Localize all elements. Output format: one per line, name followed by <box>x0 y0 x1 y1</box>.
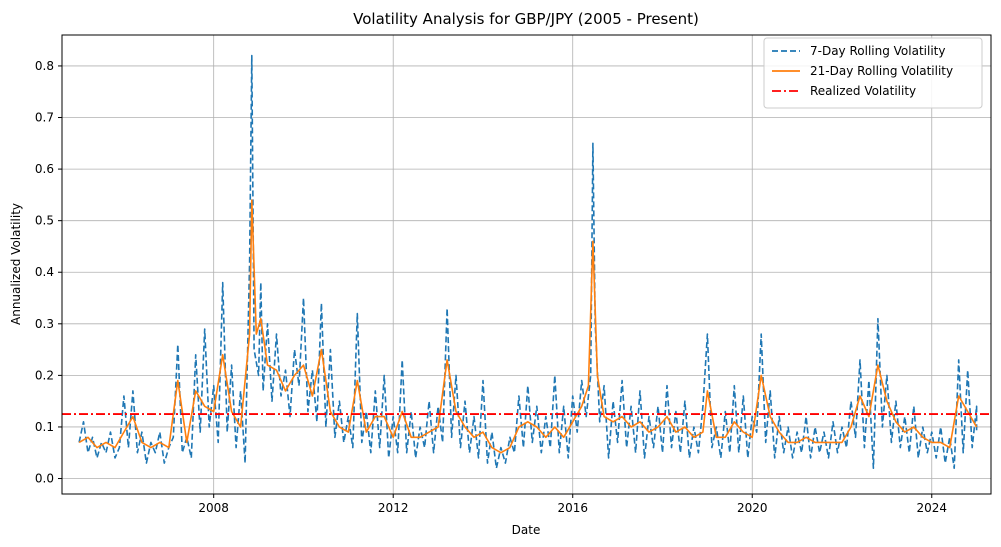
series-layer <box>62 54 991 469</box>
chart-title: Volatility Analysis for GBP/JPY (2005 - … <box>353 10 699 28</box>
y-tick-label: 0.8 <box>35 59 54 73</box>
y-tick-label: 0.4 <box>35 265 54 279</box>
y-tick-label: 0.5 <box>35 214 54 228</box>
x-axis-label: Date <box>512 523 541 537</box>
legend-box <box>763 37 983 109</box>
x-axis: 2008 2012 2016 2020 2024 <box>198 494 947 515</box>
x-tick-label: 2012 <box>378 501 409 515</box>
y-tick-label: 0.2 <box>35 368 54 382</box>
y-axis: 0.0 0.1 0.2 0.3 0.4 0.5 0.6 0.7 0.8 <box>35 59 62 486</box>
y-tick-label: 0.1 <box>35 420 54 434</box>
plot-frame <box>61 34 992 495</box>
y-axis-label: Annualized Volatility <box>9 203 23 325</box>
x-tick-label: 2008 <box>198 501 229 515</box>
series-line-7-day-rolling-volatility <box>78 54 978 469</box>
series-line-21-day-rolling-volatility <box>78 199 978 454</box>
legend-label: 21-Day Rolling Volatility <box>810 64 953 78</box>
y-tick-label: 0.7 <box>35 111 54 125</box>
legend-label: 7-Day Rolling Volatility <box>810 44 945 58</box>
x-tick-label: 2024 <box>916 501 947 515</box>
x-tick-label: 2020 <box>737 501 768 515</box>
legend: 7-Day Rolling Volatility 21-Day Rolling V… <box>763 37 983 109</box>
x-tick-label: 2016 <box>557 501 588 515</box>
y-tick-label: 0.3 <box>35 317 54 331</box>
legend-label: Realized Volatility <box>810 84 916 98</box>
y-tick-label: 0.6 <box>35 162 54 176</box>
y-tick-label: 0.0 <box>35 472 54 486</box>
